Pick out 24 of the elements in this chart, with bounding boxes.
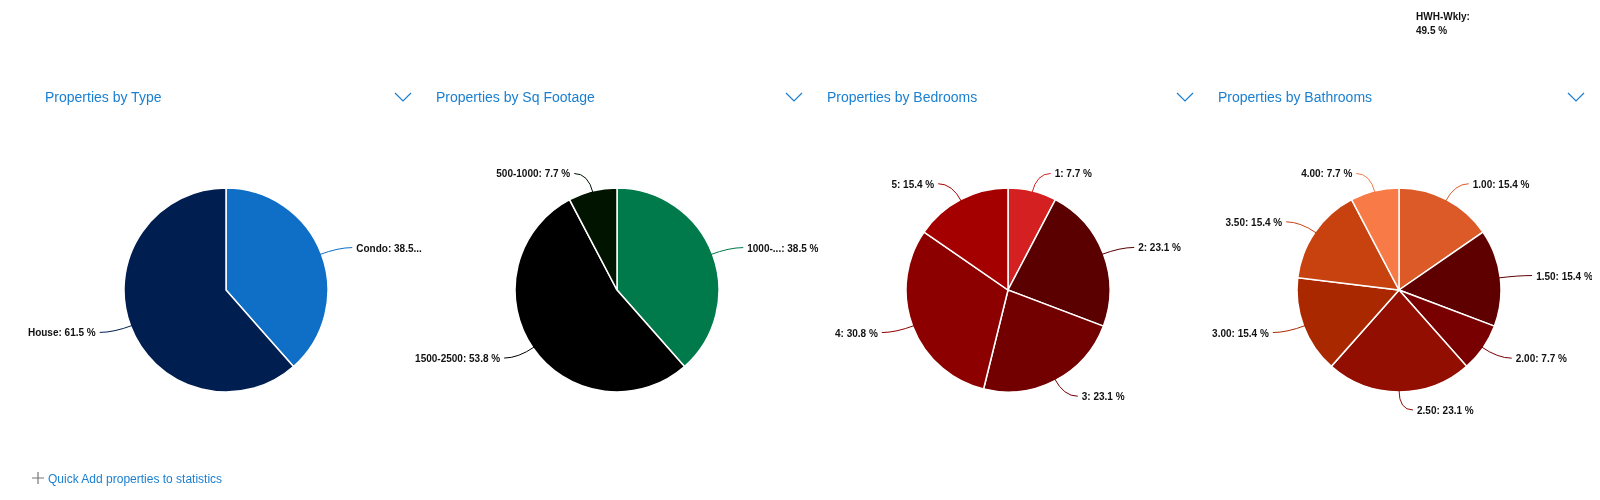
slice-label: 3: 23.1 %: [1081, 391, 1125, 403]
slice-label: 3.50: 15.4 %: [1225, 216, 1283, 228]
slice-label: 1: 7.7 %: [1054, 168, 1093, 180]
slice-label: 3.00: 15.4 %: [1212, 327, 1269, 339]
slice-label: 1500-2500: 53.8 %: [415, 353, 501, 365]
text: 49.5 %: [1416, 25, 1448, 36]
slice-label: 5: 15.4 %: [891, 178, 935, 190]
slice-label: 4: 30.8 %: [834, 327, 878, 339]
slice-label: 500-1000: 7.7 %: [496, 168, 571, 180]
slice-label: 1000-...: 38.5 %: [747, 242, 819, 254]
chart-title: Properties by Bedrooms: [827, 89, 978, 105]
slice-label: 2: 23.1 %: [1138, 242, 1182, 254]
text: HWH-Wkly:: [1416, 11, 1470, 22]
chart-title: Properties by Bathrooms: [1218, 89, 1373, 105]
slice-label: 4.00: 7.7 %: [1301, 168, 1353, 180]
chart-title: Properties by Sq Footage: [436, 89, 595, 105]
slice-label: 2.50: 23.1 %: [1417, 405, 1474, 416]
text: Quick Add properties to statistics: [48, 472, 223, 486]
slice-label: 2.00: 7.7 %: [1515, 353, 1568, 365]
slice-label: House: 61.5 %: [27, 327, 96, 339]
chart-title: Properties by Type: [45, 89, 162, 105]
slice-label: 1.50: 15.4 %: [1536, 270, 1593, 282]
slice-label: 1.00: 15.4 %: [1472, 178, 1530, 190]
slice-label: Condo: 38.5...: [356, 242, 423, 254]
